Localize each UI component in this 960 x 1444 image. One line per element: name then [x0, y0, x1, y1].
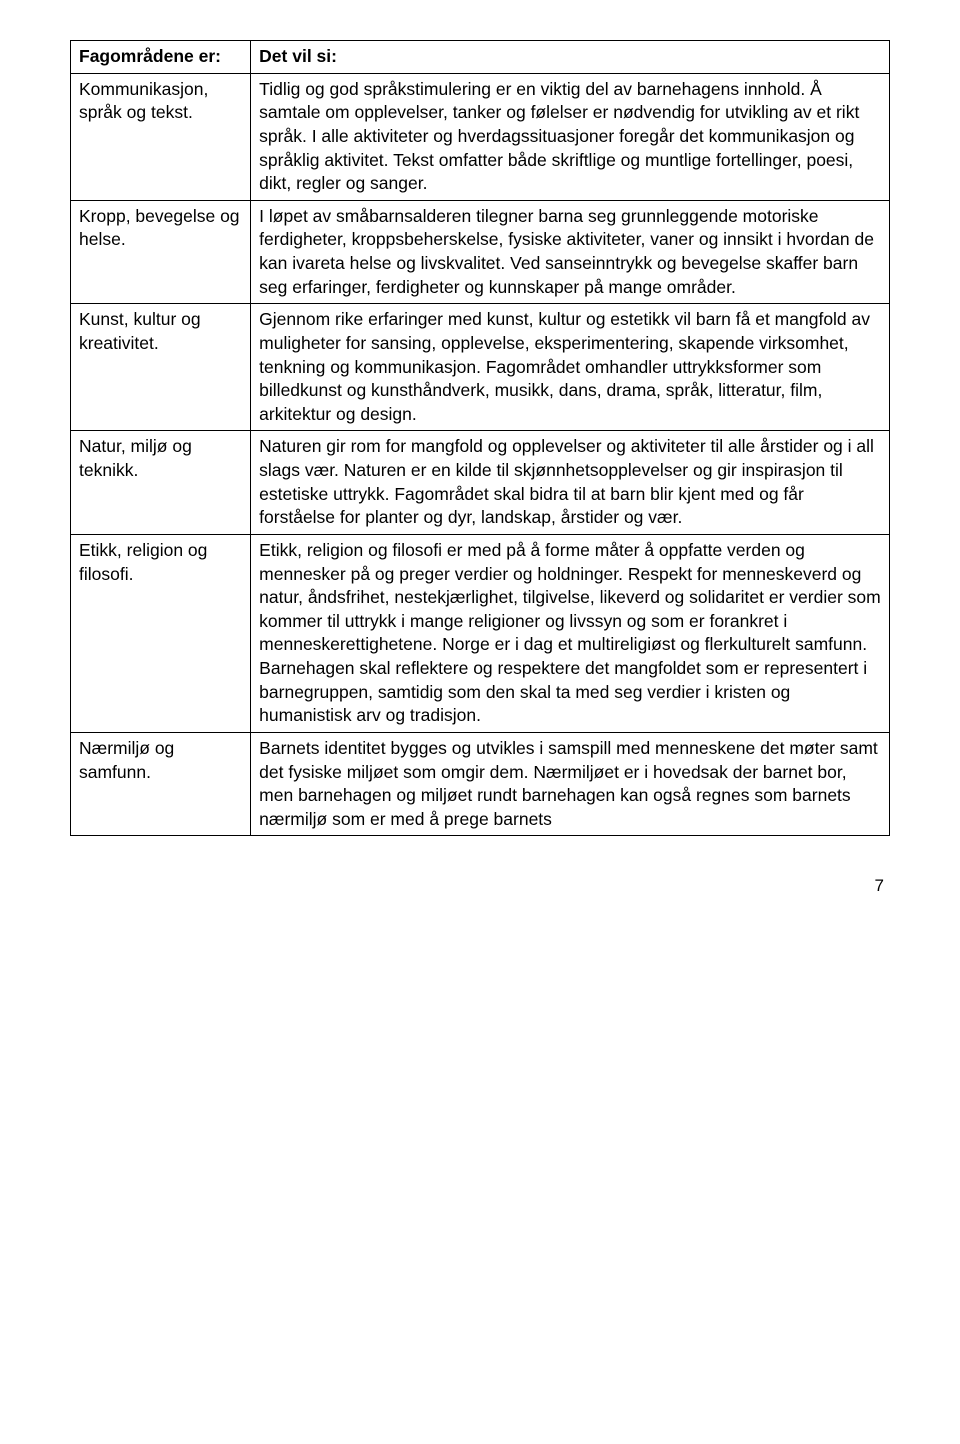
- cell-left-text: Etikk, religion og filosofi.: [79, 540, 207, 584]
- cell-left-text: Nærmiljø og samfunn.: [79, 738, 174, 782]
- cell-left: Natur, miljø og teknikk.: [71, 431, 251, 535]
- cell-right: Barnets identitet bygges og utvikles i s…: [251, 732, 890, 836]
- cell-left-bold: Fagområdene er:: [79, 46, 221, 66]
- cell-right-bold: Det vil si:: [259, 46, 337, 66]
- content-table: Fagområdene er: Det vil si: Kommunikasjon,…: [70, 40, 890, 836]
- cell-right-text: Naturen gir rom for mangfold og opplevel…: [259, 436, 874, 527]
- cell-right-text: Etikk, religion og filosofi er med på å …: [259, 540, 881, 725]
- table-row: Etikk, religion og filosofi. Etikk, relig…: [71, 534, 890, 732]
- table-row: Kunst, kultur og kreativitet. Gjennom rik…: [71, 304, 890, 431]
- cell-left: Kommunikasjon, språk og tekst.: [71, 73, 251, 200]
- cell-right: Etikk, religion og filosofi er med på å …: [251, 534, 890, 732]
- cell-right: Tidlig og god språkstimulering er en vik…: [251, 73, 890, 200]
- cell-left: Kropp, bevegelse og helse.: [71, 200, 251, 304]
- cell-left: Nærmiljø og samfunn.: [71, 732, 251, 836]
- table-row: Fagområdene er: Det vil si:: [71, 41, 890, 74]
- cell-right-text: I løpet av småbarnsalderen tilegner barn…: [259, 206, 874, 297]
- table-row: Nærmiljø og samfunn. Barnets identitet by…: [71, 732, 890, 836]
- table-row: Kropp, bevegelse og helse. I løpet av små…: [71, 200, 890, 304]
- cell-left: Etikk, religion og filosofi.: [71, 534, 251, 732]
- cell-right: Det vil si:: [251, 41, 890, 74]
- cell-right: Gjennom rike erfaringer med kunst, kultu…: [251, 304, 890, 431]
- cell-left-text: Natur, miljø og teknikk.: [79, 436, 192, 480]
- cell-right-text: Barnets identitet bygges og utvikles i s…: [259, 738, 878, 829]
- cell-left-text: Kunst, kultur og kreativitet.: [79, 309, 201, 353]
- cell-right-text: Tidlig og god språkstimulering er en vik…: [259, 79, 859, 194]
- table-body: Fagområdene er: Det vil si: Kommunikasjon,…: [71, 41, 890, 836]
- cell-left: Fagområdene er:: [71, 41, 251, 74]
- cell-right-text: Gjennom rike erfaringer med kunst, kultu…: [259, 309, 870, 424]
- cell-left: Kunst, kultur og kreativitet.: [71, 304, 251, 431]
- page-number: 7: [70, 876, 890, 896]
- cell-right: I løpet av småbarnsalderen tilegner barn…: [251, 200, 890, 304]
- cell-left-text: Kommunikasjon, språk og tekst.: [79, 79, 208, 123]
- table-row: Natur, miljø og teknikk. Naturen gir rom …: [71, 431, 890, 535]
- cell-right: Naturen gir rom for mangfold og opplevel…: [251, 431, 890, 535]
- table-row: Kommunikasjon, språk og tekst. Tidlig og …: [71, 73, 890, 200]
- cell-left-text: Kropp, bevegelse og helse.: [79, 206, 240, 250]
